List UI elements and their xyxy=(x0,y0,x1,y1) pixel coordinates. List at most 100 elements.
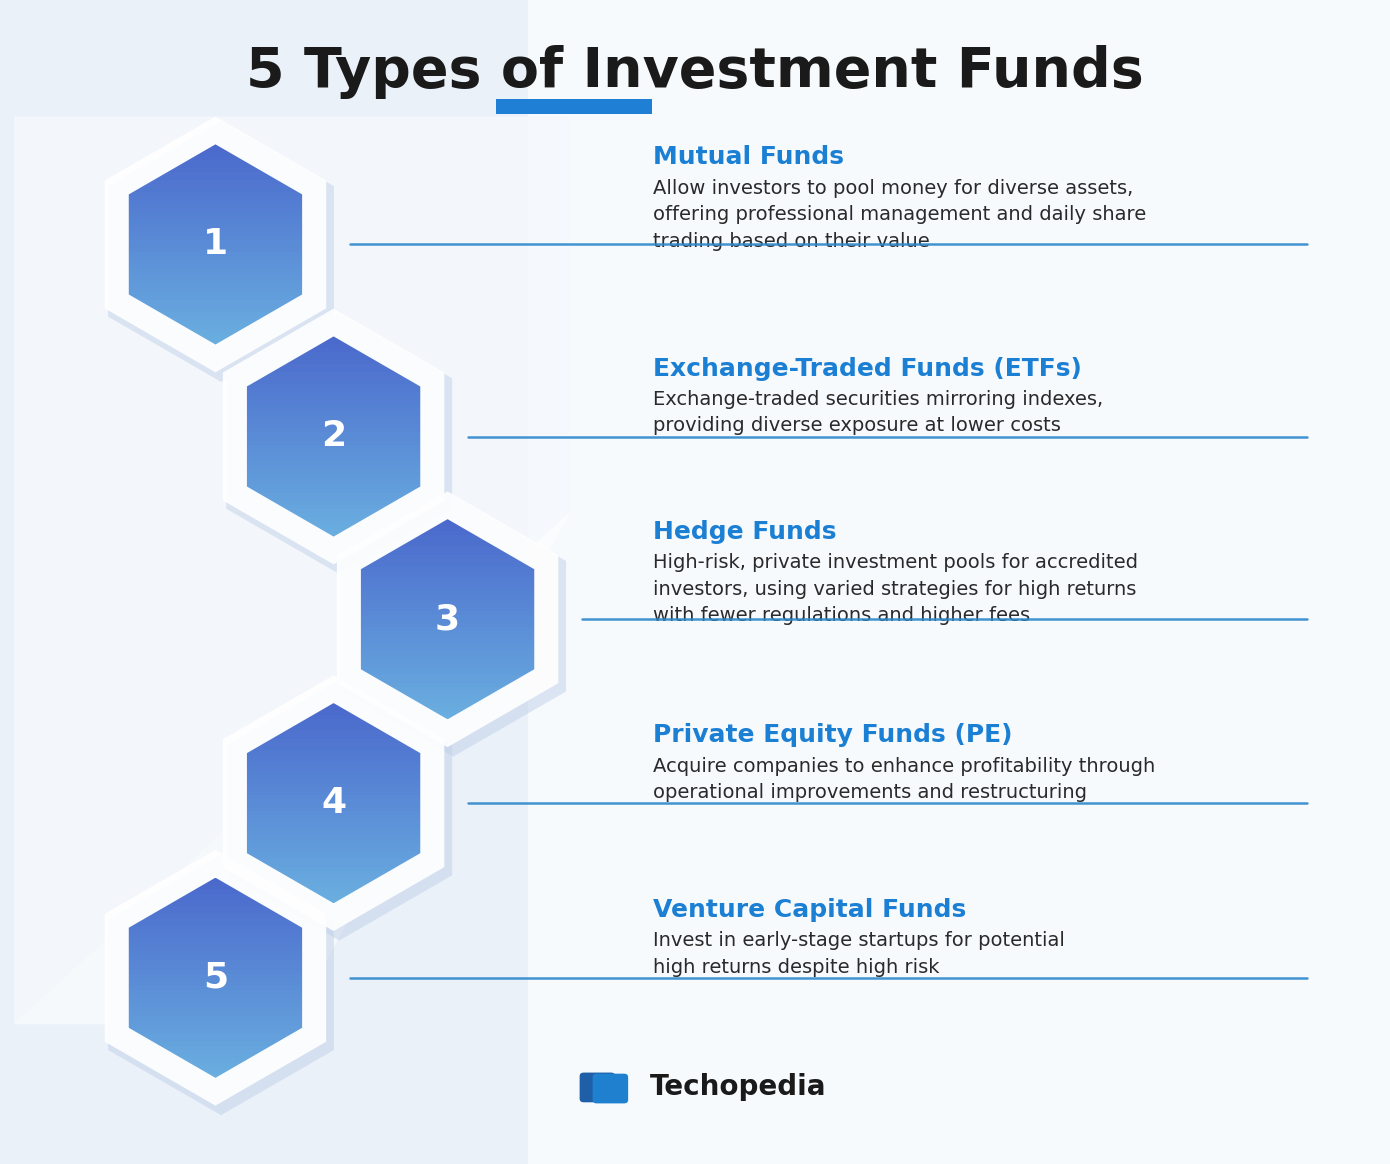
Polygon shape xyxy=(101,981,329,986)
Polygon shape xyxy=(220,787,448,792)
Polygon shape xyxy=(101,236,329,241)
Polygon shape xyxy=(220,384,448,389)
Polygon shape xyxy=(220,509,448,512)
Text: Mutual Funds: Mutual Funds xyxy=(653,146,844,169)
Polygon shape xyxy=(334,608,562,611)
Polygon shape xyxy=(334,595,562,599)
Polygon shape xyxy=(334,703,562,708)
Polygon shape xyxy=(101,881,329,886)
Polygon shape xyxy=(220,473,448,476)
Polygon shape xyxy=(220,453,448,456)
Polygon shape xyxy=(334,535,562,539)
Polygon shape xyxy=(220,525,448,528)
Polygon shape xyxy=(334,659,562,663)
Polygon shape xyxy=(101,930,329,934)
Polygon shape xyxy=(220,864,448,867)
Polygon shape xyxy=(101,978,329,981)
Polygon shape xyxy=(220,528,448,533)
Polygon shape xyxy=(220,440,448,445)
Polygon shape xyxy=(220,895,448,900)
Text: 2: 2 xyxy=(321,419,346,454)
Text: 5: 5 xyxy=(203,960,228,995)
Text: Private Equity Funds (PE): Private Equity Funds (PE) xyxy=(653,723,1013,747)
Polygon shape xyxy=(220,492,448,497)
Polygon shape xyxy=(220,381,448,384)
Polygon shape xyxy=(101,233,329,236)
Polygon shape xyxy=(334,559,562,563)
Polygon shape xyxy=(220,843,448,847)
Polygon shape xyxy=(334,667,562,672)
Polygon shape xyxy=(220,836,448,839)
Polygon shape xyxy=(334,527,562,531)
Polygon shape xyxy=(220,775,448,779)
Polygon shape xyxy=(220,481,448,484)
Polygon shape xyxy=(220,867,448,871)
Polygon shape xyxy=(220,484,448,489)
Polygon shape xyxy=(220,771,448,775)
Polygon shape xyxy=(341,496,566,757)
Polygon shape xyxy=(227,313,452,574)
Polygon shape xyxy=(101,917,329,922)
Polygon shape xyxy=(101,1010,329,1014)
Polygon shape xyxy=(220,489,448,492)
Polygon shape xyxy=(334,539,562,544)
Polygon shape xyxy=(220,851,448,856)
Polygon shape xyxy=(101,889,329,894)
Polygon shape xyxy=(101,272,329,277)
Polygon shape xyxy=(101,305,329,308)
Polygon shape xyxy=(101,300,329,305)
Polygon shape xyxy=(101,256,329,261)
Polygon shape xyxy=(101,894,329,897)
Polygon shape xyxy=(220,501,448,504)
Polygon shape xyxy=(101,1058,329,1062)
Polygon shape xyxy=(220,369,448,372)
Polygon shape xyxy=(101,200,329,205)
Polygon shape xyxy=(334,547,562,552)
Polygon shape xyxy=(220,425,448,428)
Polygon shape xyxy=(101,986,329,989)
Polygon shape xyxy=(108,121,334,382)
Polygon shape xyxy=(101,1053,329,1058)
Polygon shape xyxy=(101,1038,329,1042)
Polygon shape xyxy=(336,491,559,747)
Polygon shape xyxy=(101,148,329,152)
Polygon shape xyxy=(334,639,562,644)
Text: High-risk, private investment pools for accredited
investors, using varied strat: High-risk, private investment pools for … xyxy=(653,553,1138,625)
Polygon shape xyxy=(220,389,448,392)
Polygon shape xyxy=(101,248,329,253)
Polygon shape xyxy=(220,340,448,345)
Polygon shape xyxy=(101,189,329,192)
Polygon shape xyxy=(220,348,448,353)
Polygon shape xyxy=(104,850,327,1106)
Polygon shape xyxy=(334,675,562,680)
Polygon shape xyxy=(220,759,448,764)
Polygon shape xyxy=(220,764,448,767)
Polygon shape xyxy=(334,631,562,636)
Polygon shape xyxy=(220,433,448,436)
Polygon shape xyxy=(101,1050,329,1053)
Polygon shape xyxy=(528,0,1390,1164)
Polygon shape xyxy=(101,1014,329,1017)
Polygon shape xyxy=(220,815,448,819)
Polygon shape xyxy=(220,831,448,836)
FancyBboxPatch shape xyxy=(592,1073,628,1103)
Polygon shape xyxy=(220,397,448,400)
Polygon shape xyxy=(101,1034,329,1038)
Text: Venture Capital Funds: Venture Capital Funds xyxy=(653,897,966,922)
Polygon shape xyxy=(220,803,448,807)
Polygon shape xyxy=(101,341,329,345)
Polygon shape xyxy=(101,325,329,328)
Text: 3: 3 xyxy=(435,602,460,637)
Polygon shape xyxy=(220,871,448,875)
FancyBboxPatch shape xyxy=(496,99,652,114)
Polygon shape xyxy=(101,1045,329,1050)
Polygon shape xyxy=(220,504,448,509)
Polygon shape xyxy=(101,974,329,978)
Text: Hedge Funds: Hedge Funds xyxy=(653,520,837,544)
Polygon shape xyxy=(227,680,452,941)
Polygon shape xyxy=(334,555,562,559)
Polygon shape xyxy=(220,428,448,433)
Polygon shape xyxy=(101,878,329,881)
Polygon shape xyxy=(101,922,329,925)
Polygon shape xyxy=(220,436,448,440)
